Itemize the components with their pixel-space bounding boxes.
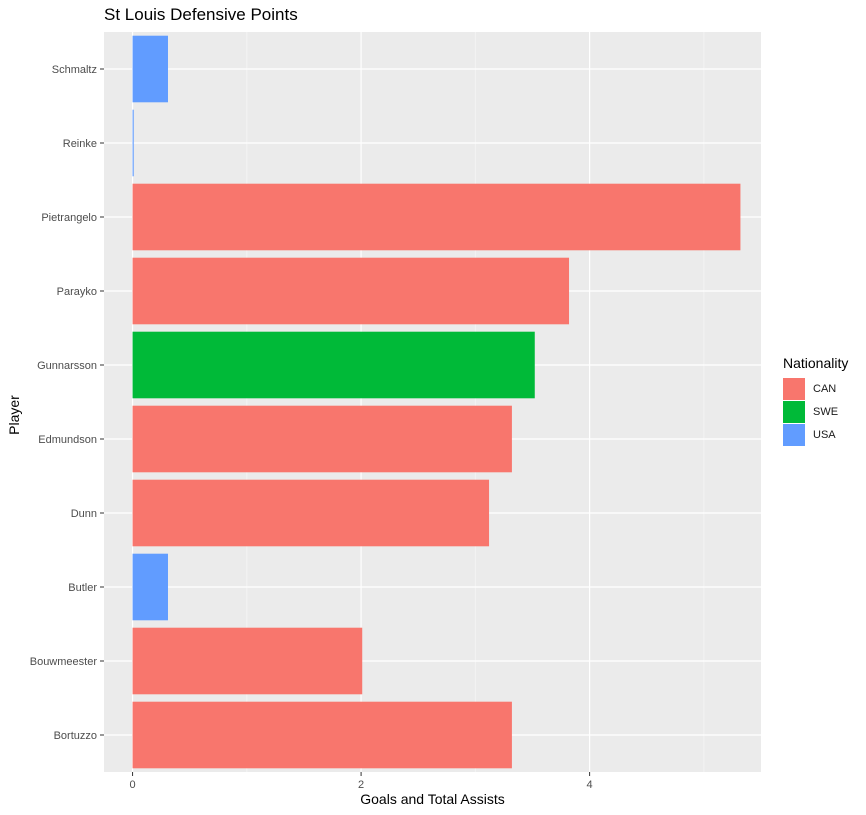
x-tick-label: 4 bbox=[587, 779, 593, 791]
legend-label-can: CAN bbox=[813, 382, 837, 395]
legend-key-swe bbox=[783, 400, 805, 423]
y-tick-label: Gunnarsson bbox=[37, 360, 97, 372]
bar-butler bbox=[132, 553, 168, 621]
bar-bouwmeester bbox=[132, 627, 363, 695]
y-axis-label: Player bbox=[6, 395, 22, 435]
bar-edmundson bbox=[132, 405, 512, 473]
y-tick-label: Pietrangelo bbox=[41, 212, 97, 224]
bar-reinke bbox=[132, 109, 134, 177]
y-tick-label: Parayko bbox=[57, 286, 97, 298]
legend-item-can: CAN bbox=[783, 377, 848, 400]
bar-pietrangelo bbox=[132, 183, 741, 251]
bar-bortuzzo bbox=[132, 701, 512, 769]
legend-item-usa: USA bbox=[783, 423, 848, 446]
y-tick-label: Dunn bbox=[71, 508, 97, 520]
y-tick-label: Bortuzzo bbox=[54, 730, 97, 742]
y-tick-label: Reinke bbox=[63, 138, 97, 150]
legend: Nationality CAN SWE USA bbox=[783, 355, 848, 446]
x-tick-label: 0 bbox=[130, 779, 136, 791]
y-tick-label: Butler bbox=[68, 582, 97, 594]
y-tick-label: Schmaltz bbox=[52, 64, 97, 76]
bar-parayko bbox=[132, 257, 570, 325]
legend-key-can bbox=[783, 377, 805, 400]
bars bbox=[132, 35, 741, 769]
chart-title: St Louis Defensive Points bbox=[104, 5, 298, 24]
x-tick-label: 2 bbox=[358, 779, 364, 791]
bar-dunn bbox=[132, 479, 490, 547]
bar-gunnarsson bbox=[132, 331, 535, 399]
legend-label-usa: USA bbox=[813, 428, 836, 441]
legend-key-usa bbox=[783, 423, 805, 446]
legend-item-swe: SWE bbox=[783, 400, 848, 423]
y-tick-label: Bouwmeester bbox=[30, 656, 98, 668]
x-axis-label: Goals and Total Assists bbox=[360, 791, 505, 807]
legend-label-swe: SWE bbox=[813, 405, 839, 418]
axes: Schmaltz Reinke Pietrangelo Parayko Gunnarss… bbox=[30, 64, 593, 791]
y-tick-label: Edmundson bbox=[38, 434, 97, 446]
bar-schmaltz bbox=[132, 35, 168, 103]
legend-title: Nationality bbox=[783, 355, 849, 371]
